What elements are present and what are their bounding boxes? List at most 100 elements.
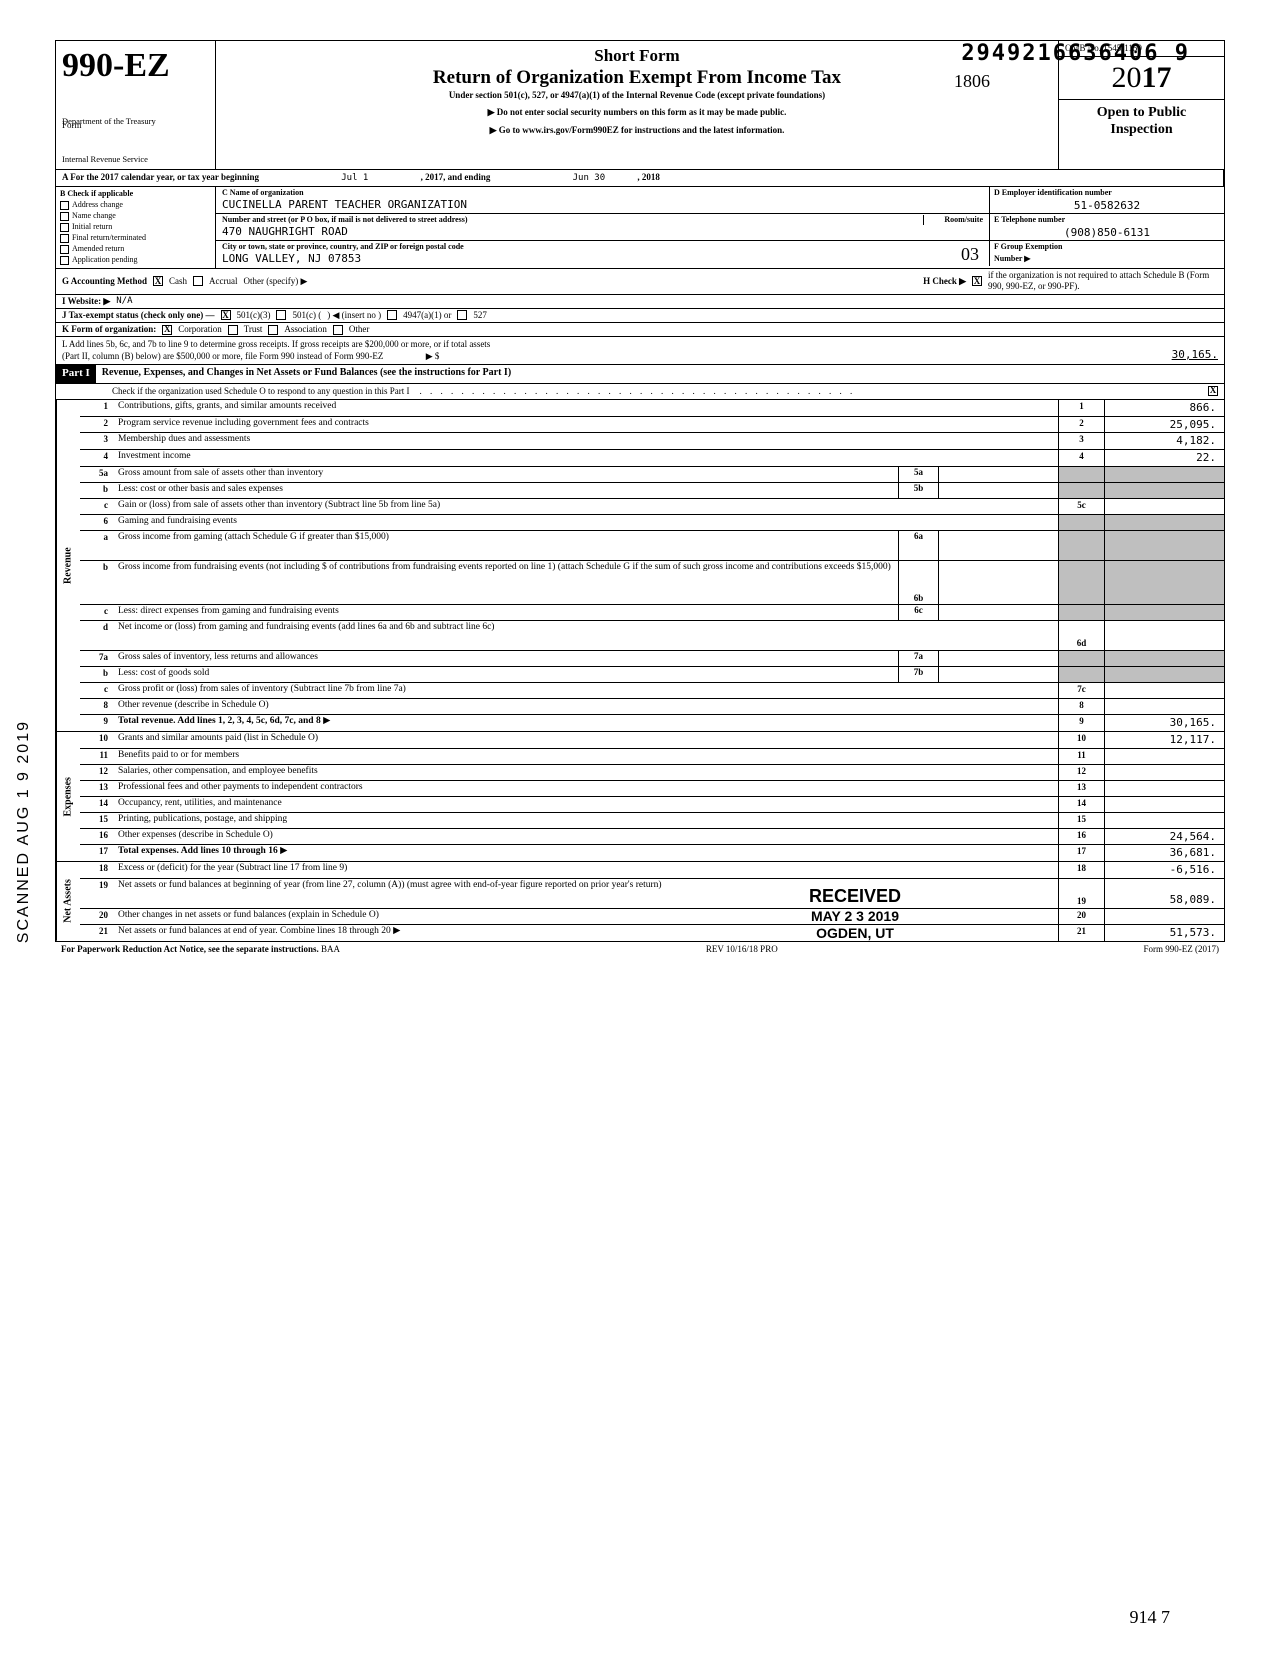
ln-5c: c bbox=[80, 499, 114, 514]
i-label: I Website: ▶ bbox=[62, 296, 110, 307]
lbl-501c3: 501(c)(3) bbox=[237, 310, 271, 321]
cb-amended-return[interactable] bbox=[60, 245, 69, 254]
received-l2: MAY 2 3 2019 bbox=[770, 908, 940, 926]
num-6d: 6d bbox=[1058, 621, 1104, 650]
expenses-section: Expenses 10Grants and similar amounts pa… bbox=[55, 732, 1225, 863]
cb-initial-return[interactable] bbox=[60, 223, 69, 232]
num-16: 16 bbox=[1058, 829, 1104, 845]
cb-other[interactable] bbox=[333, 325, 343, 335]
d-label: D Employer identification number bbox=[990, 187, 1224, 199]
inum-5a: 5a bbox=[898, 467, 938, 482]
cb-corp[interactable]: X bbox=[162, 325, 172, 335]
cb-cash[interactable]: X bbox=[153, 276, 163, 286]
desc-6: Gaming and fundraising events bbox=[118, 516, 237, 526]
city: LONG VALLEY, NJ 07853 bbox=[222, 252, 983, 266]
desc-7a: Gross sales of inventory, less returns a… bbox=[118, 652, 318, 662]
lbl-amended-return: Amended return bbox=[72, 244, 124, 254]
val-13 bbox=[1104, 781, 1224, 796]
cb-application-pending[interactable] bbox=[60, 256, 69, 265]
ein: 51-0582632 bbox=[990, 199, 1224, 213]
desc-6a: Gross income from gaming (attach Schedul… bbox=[118, 532, 389, 542]
desc-17: Total expenses. Add lines 10 through 16 bbox=[118, 846, 278, 856]
cb-501c3[interactable]: X bbox=[221, 310, 231, 320]
num-3: 3 bbox=[1058, 433, 1104, 449]
desc-18: Excess or (deficit) for the year (Subtra… bbox=[118, 863, 347, 873]
street-label: Number and street (or P O box, if mail i… bbox=[222, 215, 468, 225]
cb-accrual[interactable] bbox=[193, 276, 203, 286]
desc-7c: Gross profit or (loss) from sales of inv… bbox=[118, 684, 406, 694]
f-label2: Number ▶ bbox=[990, 253, 1224, 265]
cb-501c[interactable] bbox=[276, 310, 286, 320]
num-8: 8 bbox=[1058, 699, 1104, 714]
val-3: 4,182. bbox=[1104, 433, 1224, 449]
tax-year-end: Jun 30 bbox=[573, 173, 606, 183]
title-main: Return of Organization Exempt From Incom… bbox=[224, 66, 1050, 90]
inum-6b: 6b bbox=[898, 561, 938, 604]
desc-19: Net assets or fund balances at beginning… bbox=[118, 880, 662, 890]
val-2: 25,095. bbox=[1104, 417, 1224, 433]
handwritten-top: 1806 bbox=[954, 70, 990, 93]
ln-13: 13 bbox=[80, 781, 114, 796]
l-value: 30,165. bbox=[1172, 348, 1218, 362]
desc-11: Benefits paid to or for members bbox=[118, 750, 239, 760]
room-label: Room/suite bbox=[923, 215, 983, 225]
footer-baa: BAA bbox=[321, 944, 340, 954]
part1-checkbox[interactable]: X bbox=[1208, 386, 1218, 396]
cb-527[interactable] bbox=[457, 310, 467, 320]
ln-3: 3 bbox=[80, 433, 114, 449]
cb-address-change[interactable] bbox=[60, 201, 69, 210]
desc-20: Other changes in net assets or fund bala… bbox=[118, 910, 379, 920]
cb-4947[interactable] bbox=[387, 310, 397, 320]
form-word: Form bbox=[62, 120, 82, 131]
ln-16: 16 bbox=[80, 829, 114, 845]
lbl-address-change: Address change bbox=[72, 200, 123, 210]
tax-year-begin: Jul 1 bbox=[341, 173, 368, 183]
desc-1: Contributions, gifts, grants, and simila… bbox=[118, 401, 336, 411]
lbl-527: 527 bbox=[473, 310, 487, 321]
cb-name-change[interactable] bbox=[60, 212, 69, 221]
desc-3: Membership dues and assessments bbox=[118, 434, 250, 444]
footer-left: For Paperwork Reduction Act Notice, see … bbox=[61, 944, 319, 954]
val-1: 866. bbox=[1104, 400, 1224, 416]
phone: (908)850-6131 bbox=[990, 226, 1224, 240]
cb-final-return[interactable] bbox=[60, 234, 69, 243]
col-b-header: B Check if applicable bbox=[60, 189, 211, 199]
l-text2: (Part II, column (B) below) are $500,000… bbox=[62, 351, 383, 361]
netassets-section: Net Assets 18Excess or (deficit) for the… bbox=[55, 862, 1225, 942]
bullet-url: ▶ Go to www.irs.gov/Form990EZ for instru… bbox=[224, 125, 1050, 136]
cb-assoc[interactable] bbox=[268, 325, 278, 335]
cb-h[interactable]: X bbox=[972, 276, 982, 286]
val-21: 51,573. bbox=[1104, 925, 1224, 941]
ln-7b: b bbox=[80, 667, 114, 682]
desc-5a: Gross amount from sale of assets other t… bbox=[118, 468, 323, 478]
handwritten-city: 03 bbox=[961, 243, 979, 266]
num-21: 21 bbox=[1058, 925, 1104, 941]
arrow-9: ▶ bbox=[323, 716, 330, 726]
row-a-end-year: , 2018 bbox=[637, 172, 660, 182]
val-9: 30,165. bbox=[1104, 715, 1224, 731]
desc-7b: Less: cost of goods sold bbox=[118, 668, 209, 678]
e-label: E Telephone number bbox=[990, 214, 1224, 226]
desc-8: Other revenue (describe in Schedule O) bbox=[118, 700, 269, 710]
g-label: G Accounting Method bbox=[62, 276, 147, 287]
val-20 bbox=[1104, 909, 1224, 924]
ln-7c: c bbox=[80, 683, 114, 698]
footer-mid: REV 10/16/18 PRO bbox=[706, 944, 778, 955]
dept-irs: Internal Revenue Service bbox=[62, 154, 209, 165]
cb-trust[interactable] bbox=[228, 325, 238, 335]
num-2: 2 bbox=[1058, 417, 1104, 433]
row-a-text: A For the 2017 calendar year, or tax yea… bbox=[62, 172, 259, 182]
l-arrow: ▶ $ bbox=[426, 351, 440, 361]
received-stamp: RECEIVED MAY 2 3 2019 OGDEN, UT bbox=[770, 885, 940, 943]
arrow-21: ▶ bbox=[393, 926, 400, 936]
scanned-stamp: SCANNED AUG 1 9 2019 bbox=[14, 720, 34, 943]
ln-6d: d bbox=[80, 621, 114, 650]
ln-6: 6 bbox=[80, 515, 114, 530]
desc-4: Investment income bbox=[118, 451, 191, 461]
ln-6a: a bbox=[80, 531, 114, 560]
num-7c: 7c bbox=[1058, 683, 1104, 698]
title-sub: Under section 501(c), 527, or 4947(a)(1)… bbox=[224, 90, 1050, 101]
num-11: 11 bbox=[1058, 749, 1104, 764]
l-text1: L Add lines 5b, 6c, and 7b to line 9 to … bbox=[62, 339, 490, 350]
part1-title: Revenue, Expenses, and Changes in Net As… bbox=[96, 365, 517, 382]
